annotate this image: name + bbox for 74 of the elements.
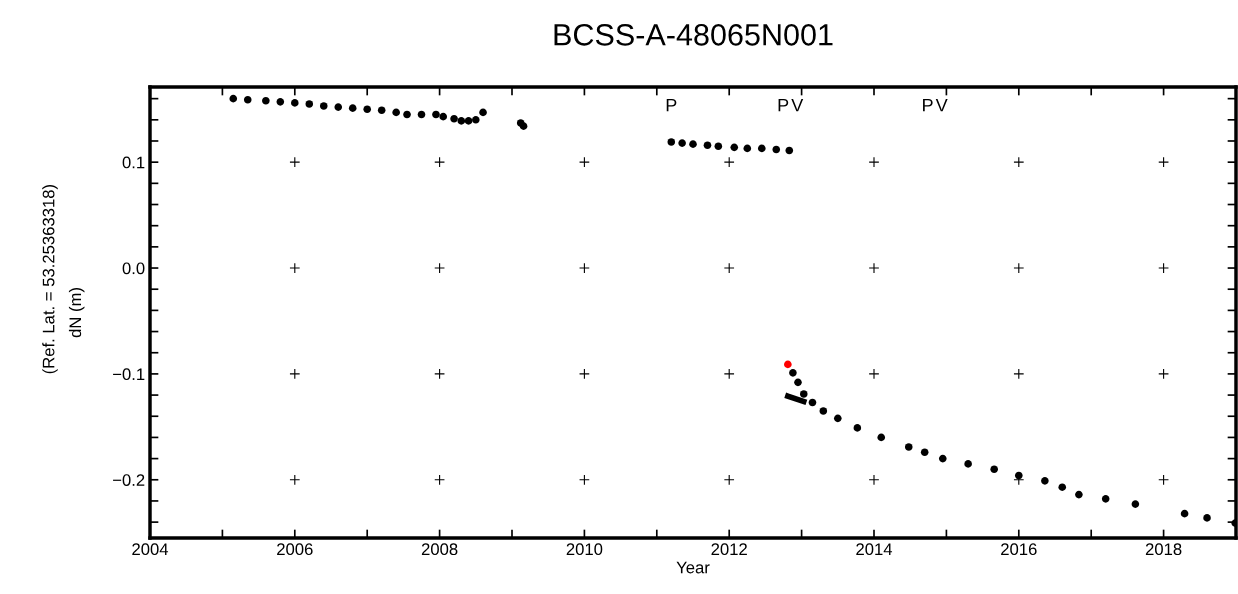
point xyxy=(392,108,400,117)
y-tick-label: −0.1 xyxy=(113,368,145,381)
point xyxy=(789,369,797,377)
x-tick-label: 2018 xyxy=(1145,543,1182,556)
point xyxy=(432,110,440,119)
point xyxy=(1041,477,1049,485)
point xyxy=(472,116,480,124)
point xyxy=(938,454,947,463)
point xyxy=(1101,495,1110,503)
point xyxy=(785,146,794,155)
point xyxy=(703,141,712,150)
point xyxy=(834,414,842,423)
x-tick-label: 2006 xyxy=(277,543,313,556)
point xyxy=(904,443,913,451)
point xyxy=(1058,483,1067,491)
x-tick-label: 2010 xyxy=(566,543,603,556)
point xyxy=(799,390,808,398)
point xyxy=(819,407,828,415)
point xyxy=(243,95,252,104)
point xyxy=(291,99,299,107)
point xyxy=(1015,471,1023,480)
y-tick-label: −0.2 xyxy=(113,474,145,486)
point xyxy=(794,378,802,387)
point xyxy=(319,102,328,110)
annotation: P xyxy=(778,98,789,112)
annotation: V xyxy=(791,98,804,112)
x-tick-label: 2004 xyxy=(132,543,169,556)
point xyxy=(479,108,487,117)
point xyxy=(334,103,343,111)
point xyxy=(1180,509,1189,518)
point xyxy=(667,138,676,146)
point xyxy=(714,142,723,151)
point xyxy=(229,94,238,103)
point xyxy=(853,424,862,432)
y-axis-title: dN (m) xyxy=(68,288,85,338)
point xyxy=(990,465,998,473)
point xyxy=(1203,514,1211,522)
point xyxy=(457,117,466,125)
point xyxy=(450,114,458,123)
annotation: P xyxy=(666,98,677,112)
point xyxy=(689,140,697,148)
annotation: P xyxy=(923,98,933,112)
point xyxy=(305,100,314,108)
x-tick-label: 2014 xyxy=(856,543,893,556)
x-tick-label: 2016 xyxy=(1001,543,1037,556)
point xyxy=(464,117,473,125)
point xyxy=(363,105,371,114)
point xyxy=(262,96,270,105)
x-axis-title: Year xyxy=(676,561,710,574)
point xyxy=(877,433,886,442)
point xyxy=(403,110,411,119)
point xyxy=(730,143,739,152)
point xyxy=(348,104,357,112)
point xyxy=(276,98,285,106)
point xyxy=(964,460,972,468)
point xyxy=(377,106,386,115)
point xyxy=(808,398,817,407)
point xyxy=(439,112,448,121)
point xyxy=(920,448,929,457)
point xyxy=(743,144,752,153)
annotation: V xyxy=(935,98,948,112)
text: (Ref. Lat. = 53.25363318) xyxy=(42,185,58,374)
x-tick-label: 2008 xyxy=(421,543,458,556)
x-tick-label: 2012 xyxy=(711,543,747,556)
point xyxy=(678,139,686,147)
y-tick-label: 0.0 xyxy=(122,262,145,275)
point xyxy=(757,144,766,153)
point xyxy=(1131,500,1140,508)
point xyxy=(417,110,426,119)
point xyxy=(784,360,792,369)
chart-title: BCSS-A-48065N001 xyxy=(554,24,833,46)
point xyxy=(772,145,781,154)
point xyxy=(1075,490,1083,499)
y-tick-label: 0.1 xyxy=(122,156,145,169)
